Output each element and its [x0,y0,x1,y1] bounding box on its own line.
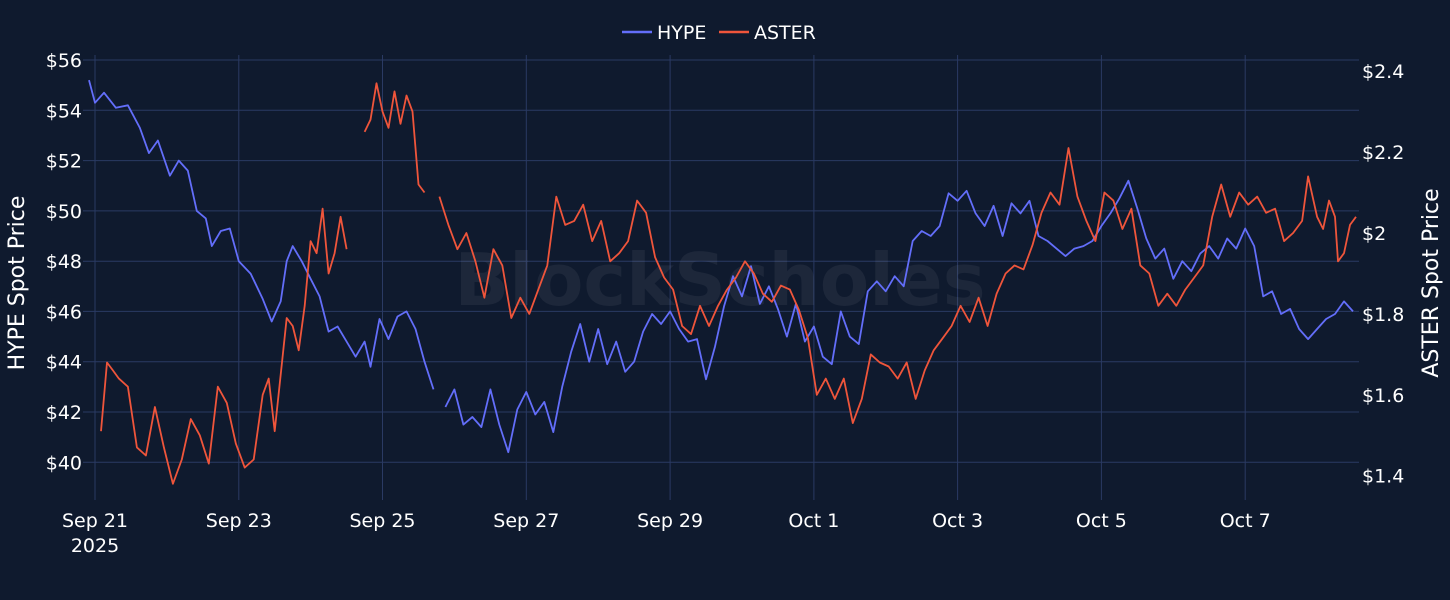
y-right-tick-label: $1.8 [1362,304,1404,326]
legend-label-hype: HYPE [657,22,706,44]
y-right-tick-label: $1.6 [1362,385,1404,407]
y-left-tick-label: $56 [46,50,82,72]
legend: HYPE ASTER [622,22,816,44]
y-right-tick-label: $2.4 [1362,61,1404,83]
y-left-tick-label: $54 [46,100,82,122]
aster-line-segment-0 [100,207,348,485]
y-axis-right-ticks: $1.4 $1.6 $1.8 $2 $2.2 $2.4 [1362,61,1404,488]
y-right-tick-label: $2.2 [1362,142,1404,164]
y-right-tick-label: $1.4 [1362,466,1404,488]
legend-label-aster: ASTER [754,22,816,44]
x-tick-sublabel: 2025 [71,535,119,557]
series-lines [88,79,1357,485]
y-left-tick-label: $52 [46,151,82,173]
y-axis-right-title: ASTER Spot Price [1419,188,1444,377]
x-tick-label: Oct 3 [932,510,983,532]
aster-line-segment-1 [363,82,426,194]
hype-line-segment-1 [444,179,1354,454]
x-axis-ticks: Sep 21 2025 Sep 23 Sep 25 Sep 27 Sep 29 Oct 1 O… [62,510,1271,557]
y-left-tick-label: $44 [46,352,82,374]
y-left-tick-label: $46 [46,301,82,323]
x-tick-label: Sep 21 [62,510,128,532]
y-left-tick-label: $40 [46,452,82,474]
y-left-tick-label: $48 [46,251,82,273]
hype-line-segment-0 [88,79,435,390]
y-axis-left-title: HYPE Spot Price [5,196,30,371]
x-tick-label: Sep 25 [349,510,415,532]
x-tick-label: Oct 5 [1076,510,1127,532]
y-axis-left-ticks: $40 $42 $44 $46 $48 $50 $52 $54 $56 [46,50,82,474]
aster-line-segment-2 [438,147,1357,425]
x-tick-label: Oct 1 [788,510,839,532]
grid-lines [83,55,1359,500]
y-right-tick-label: $2 [1362,223,1386,245]
y-left-tick-label: $42 [46,402,82,424]
x-tick-label: Oct 7 [1220,510,1271,532]
x-tick-label: Sep 29 [637,510,703,532]
x-tick-label: Sep 27 [493,510,559,532]
watermark-text: BlockScholes [454,238,985,322]
y-left-tick-label: $50 [46,201,82,223]
x-tick-label: Sep 23 [206,510,272,532]
